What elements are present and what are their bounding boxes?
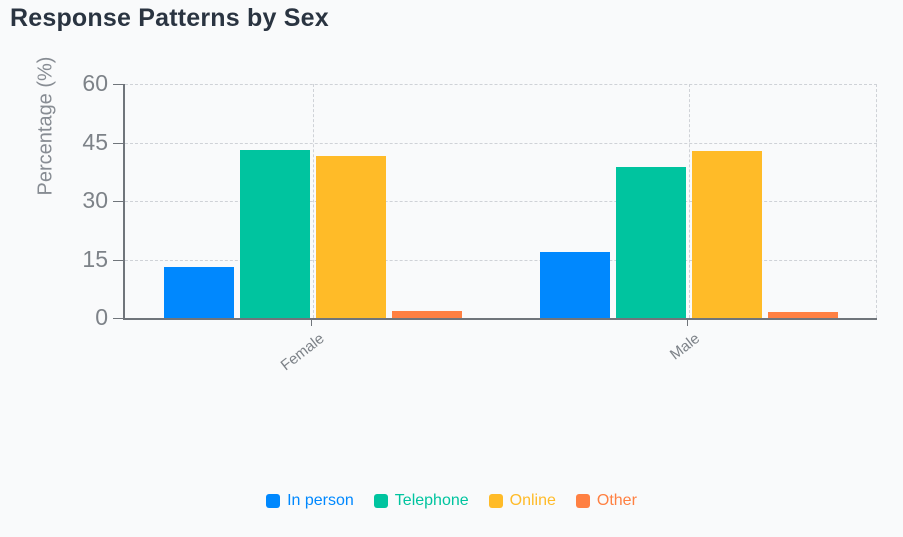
bar-male-telephone [616, 166, 686, 318]
legend-swatch-telephone [373, 494, 388, 508]
y-tick-label-0: 0 [95, 303, 108, 330]
legend-label-other: Other [596, 492, 637, 509]
legend-item-telephone: Telephone [373, 492, 469, 510]
legend-label-telephone: Telephone [394, 492, 469, 509]
y-tick-label-30: 30 [82, 186, 108, 213]
h-gridline-30 [125, 201, 877, 202]
chart-title: Response Patterns by Sex [10, 4, 329, 32]
bar-female-telephone [240, 149, 310, 318]
y-axis-tick-30 [113, 201, 123, 202]
v-gridline-female [313, 84, 314, 318]
legend-item-other: Other [575, 492, 637, 510]
y-axis-tick-60 [113, 84, 123, 85]
y-tick-label-45: 45 [82, 128, 108, 155]
x-axis-tick-female [311, 319, 312, 326]
bar-female-other [392, 310, 462, 318]
x-tick-label-female: Female [277, 330, 328, 375]
bar-female-in-person [164, 266, 234, 318]
legend: In person Telephone Online Other [0, 492, 903, 510]
legend-label-online: Online [509, 492, 556, 509]
bar-male-in-person [540, 252, 610, 318]
legend-swatch-other [575, 494, 590, 508]
y-axis-tick-15 [113, 259, 123, 261]
bar-male-other [768, 312, 838, 318]
legend-swatch-online [488, 494, 503, 508]
h-gridline-15 [125, 259, 877, 261]
h-gridline-45 [125, 142, 877, 144]
h-gridline-60 [125, 84, 877, 85]
legend-label-in-person: In person [287, 492, 354, 509]
x-tick-label-male: Male [667, 330, 704, 364]
x-axis-tick-male [687, 319, 688, 326]
v-gridline-male [689, 84, 690, 318]
bar-female-online [316, 155, 386, 318]
legend-item-online: Online [488, 492, 556, 510]
legend-swatch-in-person [266, 494, 281, 508]
y-tick-label-60: 60 [82, 69, 108, 96]
v-gridline-right [876, 84, 877, 318]
plot-area [123, 84, 877, 320]
legend-item-in-person: In person [266, 492, 354, 510]
y-tick-label-15: 15 [82, 245, 108, 272]
y-axis-tick-0 [113, 318, 123, 319]
y-axis-tick-45 [113, 142, 123, 144]
bar-male-online [692, 150, 762, 318]
